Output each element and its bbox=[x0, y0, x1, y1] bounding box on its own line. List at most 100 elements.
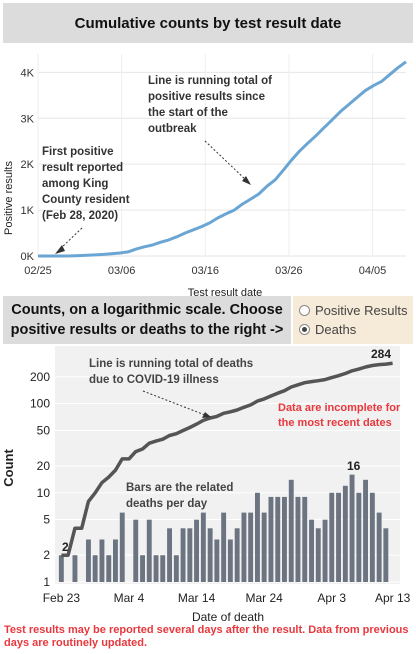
daily-deaths-bar bbox=[214, 539, 220, 582]
footnote: Test results may be reported several day… bbox=[4, 624, 409, 649]
daily-deaths-bar bbox=[153, 555, 159, 582]
y-tick-label: 2 bbox=[43, 548, 50, 562]
y-tick-label: 0K bbox=[21, 251, 35, 263]
chart2-title: Counts, on a logarithmic scale. Choose p… bbox=[3, 296, 291, 344]
daily-deaths-bar bbox=[329, 492, 335, 582]
daily-deaths-bar bbox=[133, 519, 139, 582]
annotation-arrow-deaths bbox=[142, 390, 206, 416]
annotation-deaths-line: Line is running total of deaths due to C… bbox=[89, 358, 256, 386]
daily-deaths-bar bbox=[72, 555, 78, 582]
annotation-bars: Bars are the related deaths per day bbox=[126, 482, 237, 510]
daily-deaths-bar bbox=[336, 492, 341, 582]
cumulative-positives-chart: 0K 1K 2K 3K 4K 02/25 03/06 03/16 03/26 04/05 Pos… bbox=[3, 54, 407, 296]
daily-deaths-bar bbox=[92, 555, 98, 582]
label-peak-bar: 16 bbox=[347, 459, 361, 473]
annotation-arrowhead-deaths bbox=[202, 412, 211, 418]
daily-deaths-bar bbox=[140, 555, 145, 582]
daily-deaths-bar bbox=[113, 539, 118, 582]
x-tick-label: Apr 13 bbox=[375, 591, 411, 605]
annotation-incomplete: Data are incomplete for the most recent … bbox=[278, 402, 403, 429]
daily-deaths-bar bbox=[356, 492, 362, 582]
y-tick-label: 2K bbox=[21, 159, 35, 171]
daily-deaths-bar bbox=[275, 496, 281, 582]
daily-deaths-bar bbox=[376, 512, 382, 582]
daily-deaths-bar bbox=[227, 539, 233, 582]
x-tick-label: 03/06 bbox=[108, 265, 136, 277]
daily-deaths-bar bbox=[234, 528, 240, 582]
annotation-arrowhead-total bbox=[242, 176, 251, 185]
daily-deaths-bar bbox=[160, 555, 166, 582]
daily-deaths-bar bbox=[295, 496, 301, 582]
daily-deaths-bar bbox=[99, 539, 105, 582]
daily-deaths-bar bbox=[146, 519, 152, 582]
x-tick-label: 03/16 bbox=[192, 265, 220, 277]
x-axis-label: Date of death bbox=[192, 610, 264, 622]
y-tick-label: 3K bbox=[21, 113, 35, 125]
radio-positive-results-circle[interactable] bbox=[299, 305, 310, 316]
chart1-title: Cumulative counts by test result date bbox=[3, 3, 413, 43]
metric-selector: Positive Results Deaths bbox=[293, 296, 413, 344]
daily-deaths-bar bbox=[106, 555, 112, 582]
annotation-arrowhead-first bbox=[55, 245, 65, 254]
cumulative-deaths-line bbox=[61, 361, 393, 557]
y-tick-label: 4K bbox=[21, 67, 35, 79]
radio-positive-results-label: Positive Results bbox=[315, 303, 408, 318]
y-tick-label: 10 bbox=[37, 486, 51, 500]
daily-deaths-bar bbox=[309, 519, 314, 582]
radio-deaths[interactable]: Deaths bbox=[299, 322, 356, 337]
daily-deaths-bar bbox=[194, 519, 199, 582]
daily-deaths-bar bbox=[167, 528, 172, 582]
plot-background bbox=[55, 346, 400, 584]
daily-deaths-bar bbox=[187, 528, 193, 582]
daily-deaths-bar bbox=[349, 474, 355, 582]
daily-deaths-bar bbox=[248, 512, 254, 582]
y-tick-label: 5 bbox=[43, 513, 50, 527]
daily-deaths-bar bbox=[207, 528, 213, 582]
y-tick-label: 200 bbox=[30, 370, 50, 384]
annotation-running-total: Line is running total of positive result… bbox=[148, 75, 275, 135]
annotation-arrow-total bbox=[204, 140, 247, 181]
label-last-total: 284 bbox=[371, 347, 391, 361]
x-axis-label: Test result date bbox=[188, 287, 263, 296]
radio-positive-results[interactable]: Positive Results bbox=[299, 303, 407, 318]
daily-deaths-bar bbox=[268, 496, 274, 582]
x-tick-label: Mar 14 bbox=[178, 591, 216, 605]
cumulative-positives-line bbox=[38, 60, 407, 258]
radio-deaths-label: Deaths bbox=[315, 322, 357, 337]
daily-deaths-bar bbox=[369, 492, 375, 582]
x-tick-label: Mar 4 bbox=[114, 591, 145, 605]
daily-deaths-bar bbox=[302, 496, 308, 582]
y-tick-label: 20 bbox=[37, 459, 51, 473]
y-axis-label: Count bbox=[1, 449, 16, 487]
daily-deaths-bar bbox=[322, 519, 328, 582]
daily-deaths-bar bbox=[315, 528, 321, 582]
daily-deaths-bar bbox=[261, 512, 267, 582]
y-tick-label: 1 bbox=[43, 575, 50, 589]
daily-deaths-bar bbox=[221, 512, 227, 582]
daily-deaths-bar bbox=[200, 512, 206, 582]
daily-deaths-bar bbox=[288, 479, 294, 582]
daily-deaths-bar bbox=[58, 555, 64, 582]
daily-deaths-bar bbox=[173, 555, 179, 582]
y-axis-label: Positive results bbox=[3, 161, 15, 235]
daily-deaths-bar bbox=[363, 479, 368, 582]
daily-deaths-bar bbox=[282, 496, 287, 582]
radio-deaths-circle[interactable] bbox=[299, 324, 310, 335]
x-tick-label: 04/05 bbox=[359, 265, 387, 277]
x-tick-label: Feb 23 bbox=[43, 591, 81, 605]
label-first-value: 2 bbox=[62, 540, 69, 554]
daily-deaths-bar bbox=[255, 492, 260, 582]
daily-deaths-bar bbox=[86, 539, 91, 582]
daily-deaths-bar bbox=[342, 485, 348, 582]
daily-deaths-bar bbox=[180, 528, 186, 582]
daily-deaths-bar bbox=[383, 528, 389, 582]
y-tick-label: 100 bbox=[30, 397, 50, 411]
x-tick-label: Apr 3 bbox=[317, 591, 346, 605]
x-tick-label: 03/26 bbox=[275, 265, 303, 277]
x-tick-label: Mar 24 bbox=[246, 591, 284, 605]
y-tick-label: 50 bbox=[37, 424, 51, 438]
y-tick-label: 1K bbox=[21, 205, 35, 217]
annotation-first-positive: First positive result reported among Kin… bbox=[42, 146, 133, 222]
annotation-arrow-first bbox=[59, 227, 83, 250]
